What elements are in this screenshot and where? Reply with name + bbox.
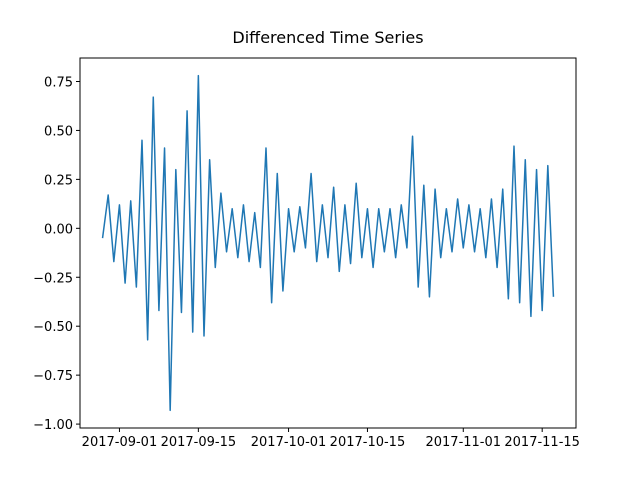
x-tick-label: 2017-09-01 xyxy=(82,435,158,450)
x-tick-label: 2017-10-15 xyxy=(330,435,406,450)
x-tick-label: 2017-11-15 xyxy=(504,435,580,450)
y-tick-label: −1.00 xyxy=(33,418,73,433)
y-tick-label: −0.75 xyxy=(33,369,73,384)
x-tick-label: 2017-10-01 xyxy=(251,435,327,450)
y-tick-label: 0.25 xyxy=(44,173,73,188)
y-tick-label: 0.00 xyxy=(44,222,73,237)
y-tick-label: 0.50 xyxy=(44,124,73,139)
y-tick-label: −0.25 xyxy=(33,271,73,286)
plot-frame xyxy=(79,57,577,429)
chart-title: Differenced Time Series xyxy=(232,28,423,47)
y-tick-label: −0.50 xyxy=(33,320,73,335)
y-tick-label: 0.75 xyxy=(44,75,73,90)
x-tick-label: 2017-11-01 xyxy=(425,435,501,450)
x-tick-label: 2017-09-15 xyxy=(161,435,237,450)
data-line xyxy=(101,74,555,412)
